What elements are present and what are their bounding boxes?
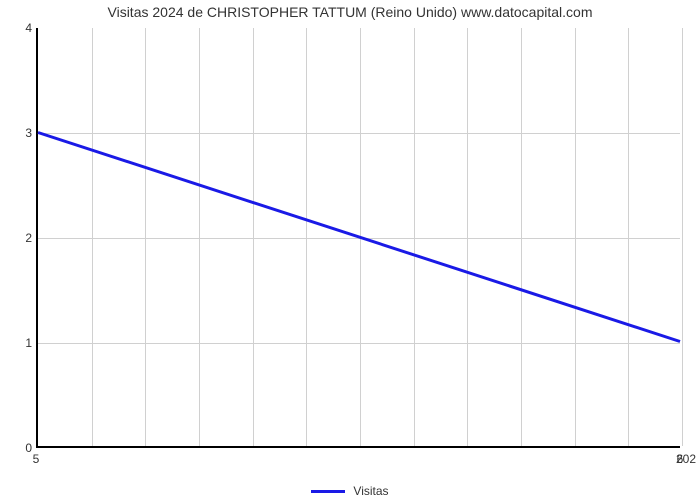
- y-tick-label: 1: [4, 336, 32, 350]
- series-svg: [38, 28, 680, 446]
- series-line-visitas: [38, 133, 680, 342]
- x-tick-extra: 202: [676, 452, 696, 466]
- gridline-vertical: [682, 28, 683, 446]
- legend-label: Visitas: [353, 484, 388, 498]
- chart-title: Visitas 2024 de CHRISTOPHER TATTUM (Rein…: [0, 4, 700, 20]
- y-tick-label: 4: [4, 21, 32, 35]
- legend-swatch: [311, 490, 345, 493]
- plot-area: [36, 28, 680, 448]
- y-tick-label: 2: [4, 231, 32, 245]
- x-tick-label: 5: [33, 452, 40, 466]
- chart-container: Visitas 2024 de CHRISTOPHER TATTUM (Rein…: [0, 0, 700, 500]
- y-tick-label: 0: [4, 441, 32, 455]
- y-tick-label: 3: [4, 126, 32, 140]
- legend: Visitas: [0, 484, 700, 498]
